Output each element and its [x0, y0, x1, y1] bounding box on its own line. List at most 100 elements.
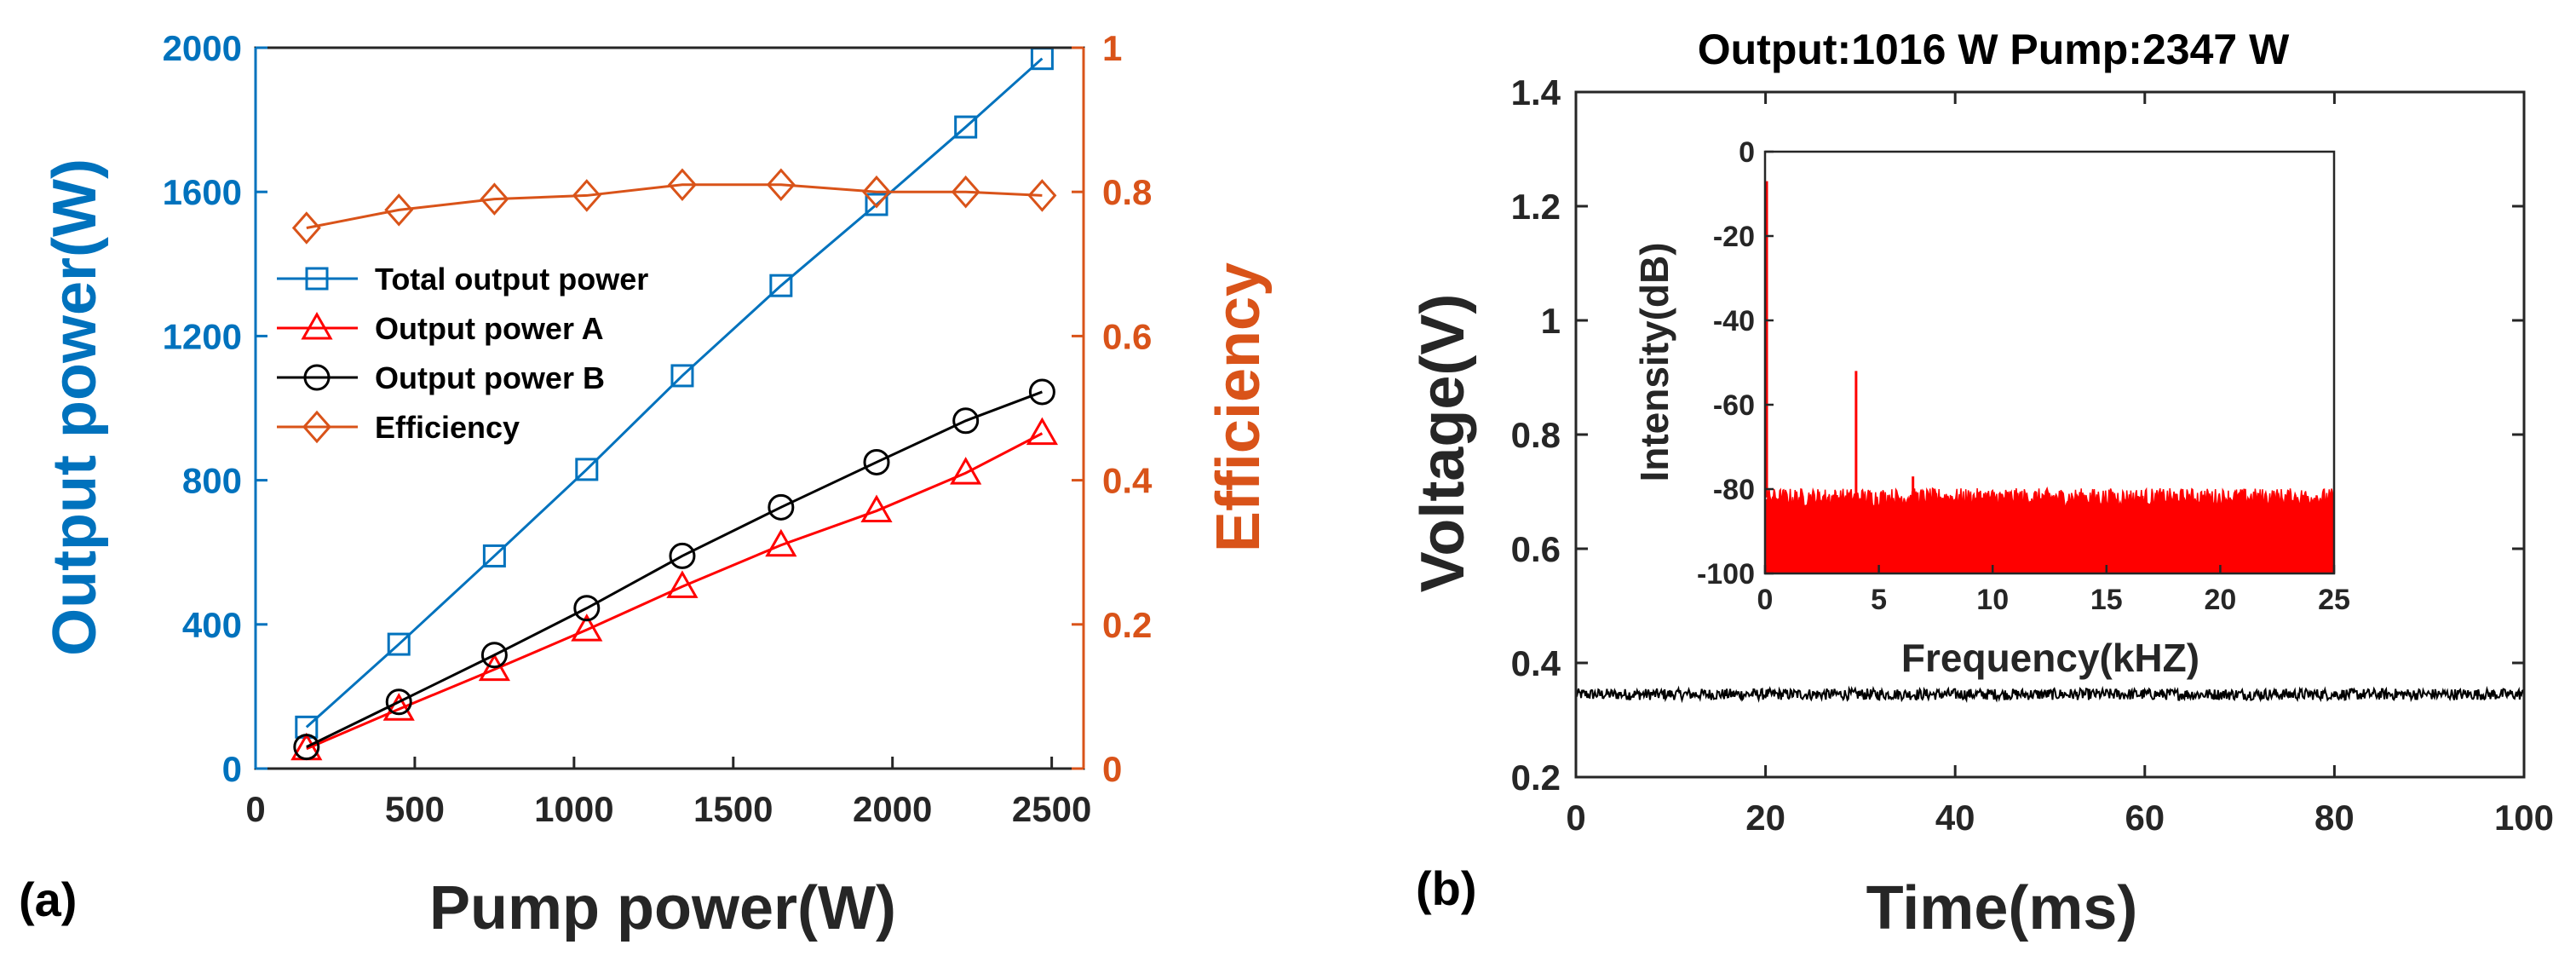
data-point: [769, 274, 793, 297]
inset-x-tick-label: 15: [2090, 584, 2123, 616]
x-tick-label: 60: [2125, 798, 2165, 838]
panel-a-left-y-ticks: 0 400 800 1200 1600 2000: [163, 28, 267, 789]
data-point: [572, 179, 601, 212]
panel-b-x-axis-label: Time(ms): [1866, 874, 2138, 942]
data-point: [951, 175, 980, 209]
y-tick-label: 1: [1541, 301, 1561, 341]
series-output-power-a: [290, 417, 1058, 761]
right-y-tick-label: 0.6: [1102, 316, 1152, 356]
inset-x-ticks: 0 5 10 15 20 25: [1757, 565, 2350, 616]
x-tick-label: 40: [1935, 798, 1975, 838]
voltage-trace: [1575, 685, 2525, 704]
inset-x-tick-label: 25: [2318, 584, 2350, 616]
panel-b: Output:1016 W Pump:2347 W 0 20 40 60 80 100 0…: [1409, 26, 2554, 942]
legend-entry: Output power B: [277, 360, 605, 395]
data-point: [385, 688, 412, 716]
panel-b-label: (b): [1416, 861, 1477, 915]
x-tick-label: 1000: [534, 789, 613, 829]
legend-entry: Total output power: [277, 262, 648, 297]
legend-label: Total output power: [375, 262, 648, 297]
data-point: [765, 528, 797, 557]
right-y-tick-label: 1: [1102, 28, 1122, 68]
inset-x-tick-label: 10: [1976, 584, 2009, 616]
panel-a-right-y-axis-label: Efficiency: [1205, 262, 1273, 552]
panel-a-legend: Total output power Output power A Output p…: [277, 262, 648, 445]
inset-y-tick-label: 0: [1739, 136, 1755, 169]
inset-y-tick-label: -100: [1697, 558, 1755, 590]
x-tick-label: 0: [245, 789, 265, 829]
x-tick-label: 500: [385, 789, 445, 829]
spectrum-noise-floor: [1764, 486, 2335, 574]
series-output-power-b: [293, 378, 1055, 761]
data-point: [293, 734, 320, 761]
inset-axes-frame: [1763, 150, 2336, 575]
data-point: [387, 632, 411, 656]
panel-b-y-ticks: 0.2 0.4 0.6 0.8 1 1.2 1.4: [1511, 72, 2524, 798]
inset-y-ticks: -100 -80 -60 -40 -20 0: [1697, 136, 1774, 590]
y-tick-label: 1.2: [1511, 187, 1561, 227]
data-point: [863, 448, 890, 475]
panel-b-y-axis-label: Voltage(V): [1409, 294, 1477, 593]
inset-y-axis-label: Intensity(dB): [1632, 242, 1676, 481]
left-y-tick-label: 2000: [163, 28, 242, 68]
inset-x-axis-label: Frequency(kHZ): [1901, 636, 2199, 680]
data-point: [571, 613, 603, 642]
right-y-tick-label: 0.2: [1102, 605, 1152, 645]
y-tick-label: 0.6: [1511, 529, 1561, 569]
data-point: [575, 458, 599, 481]
data-point: [384, 193, 414, 227]
data-point: [666, 570, 699, 598]
data-point: [950, 457, 982, 485]
legend-label: Efficiency: [375, 410, 520, 445]
left-y-tick-label: 800: [182, 461, 242, 501]
legend-label: Output power A: [375, 311, 604, 346]
data-point: [861, 175, 892, 209]
series-efficiency: [291, 168, 1057, 245]
x-tick-label: 2000: [853, 789, 932, 829]
panel-a-label: (a): [19, 873, 77, 926]
series-line: [306, 390, 1043, 748]
panel-a-x-ticks: 0 500 1000 1500 2000 2500: [245, 757, 1091, 829]
data-point: [1027, 179, 1057, 212]
data-point: [478, 653, 510, 682]
y-tick-label: 0.4: [1511, 643, 1561, 683]
x-tick-label: 20: [1745, 798, 1785, 838]
legend-marker: [303, 364, 331, 391]
data-point: [865, 193, 888, 216]
inset-y-tick-label: -40: [1713, 305, 1755, 337]
inset-y-tick-label: -20: [1713, 221, 1755, 253]
data-point: [482, 544, 506, 567]
inset-y-tick-label: -80: [1713, 474, 1755, 506]
x-tick-label: 1500: [693, 789, 773, 829]
data-point: [669, 542, 696, 569]
inset-y-tick-label: -60: [1713, 389, 1755, 422]
legend-entry: Efficiency: [277, 410, 520, 445]
legend-marker: [302, 410, 332, 444]
data-point: [480, 182, 509, 216]
panel-b-title: Output:1016 W Pump:2347 W: [1698, 26, 2290, 73]
data-point: [1026, 417, 1058, 446]
data-point: [860, 494, 893, 523]
inset-x-tick-label: 20: [2204, 584, 2236, 616]
right-y-tick-label: 0: [1102, 749, 1122, 789]
panel-b-x-ticks: 0 20 40 60 80 100: [1566, 92, 2554, 838]
legend-marker: [305, 267, 329, 291]
legend-label: Output power B: [375, 360, 605, 395]
panel-a: 0 500 1000 1500 2000 2500 0 400 800 1200 1600 2000…: [19, 28, 1273, 942]
data-point: [480, 642, 508, 669]
data-point: [667, 168, 697, 202]
panel-a-plot-area: [290, 47, 1058, 761]
series-line: [306, 432, 1044, 751]
right-y-tick-label: 0.8: [1102, 172, 1152, 212]
panel-b-plot-area: [1575, 685, 2525, 704]
y-tick-label: 0.2: [1511, 758, 1561, 798]
panel-a-left-y-axis-label: Output power(W): [41, 158, 109, 656]
data-point: [670, 364, 694, 388]
panel-b-inset: 0 5 10 15 20 25 -100 -80 -60 -40 -20 0 Frequency(k…: [1632, 136, 2350, 680]
panel-a-x-axis-label: Pump power(W): [429, 874, 896, 942]
x-tick-label: 2500: [1012, 789, 1091, 829]
series-line: [305, 57, 1044, 729]
panel-a-right-y-ticks: 0 0.2 0.4 0.6 0.8 1: [1072, 28, 1153, 789]
left-y-tick-label: 1200: [163, 316, 242, 356]
